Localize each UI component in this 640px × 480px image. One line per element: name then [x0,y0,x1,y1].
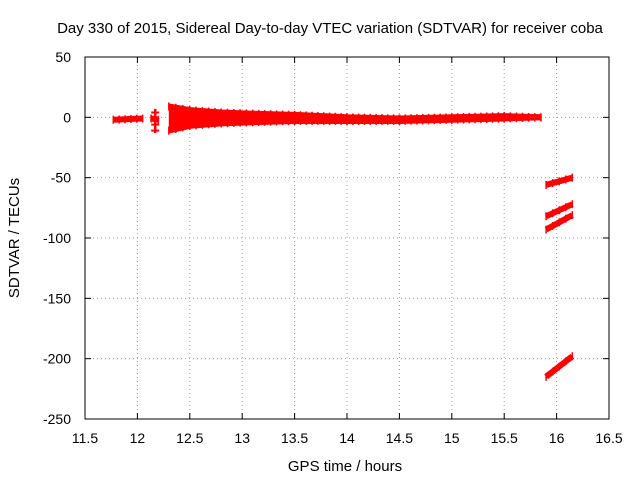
y-tick-label: 50 [55,49,71,65]
x-axis-label: GPS time / hours [288,458,402,475]
tick-layer [84,56,610,420]
series-sat-a [112,114,144,124]
y-tick-label: -150 [43,290,71,306]
x-tick-label: 14.5 [386,430,413,446]
series-line [113,115,143,123]
x-tick-label: 16 [549,430,565,446]
y-tick-label: -200 [43,351,71,367]
x-tick-label: 11.5 [72,430,98,446]
chart-title: Day 330 of 2015, Sidereal Day-to-day VTE… [57,20,603,37]
x-tick-label: 13.5 [281,430,308,446]
y-tick-label: -250 [43,411,71,427]
series-sat-d [544,200,574,221]
label-layer: 11.5 12 12.5 13 13.5 14 14.5 15 15.5 16 16.5 -250 -2… [43,49,623,446]
series-cluster [151,108,160,134]
data-layer [112,102,575,381]
x-tick-label: 14 [339,430,355,446]
x-tick-label: 12.5 [176,430,203,446]
grid-layer [85,57,609,419]
series-sat-e [544,211,574,234]
x-tick-label: 15 [444,430,460,446]
x-tick-label: 16.5 [595,430,622,446]
series-band-lower [168,113,542,135]
series-line [168,114,541,134]
series-sat-c [545,173,574,189]
y-axis-label: SDTVAR / TECUs [6,178,23,298]
x-tick-label: 15.5 [491,430,518,446]
y-tick-label: -100 [43,230,71,246]
series-sat-f [544,352,575,381]
y-tick-label: 0 [63,109,71,125]
x-tick-label: 13 [234,430,250,446]
x-tick-label: 12 [130,430,146,446]
y-tick-label: -50 [51,170,71,186]
